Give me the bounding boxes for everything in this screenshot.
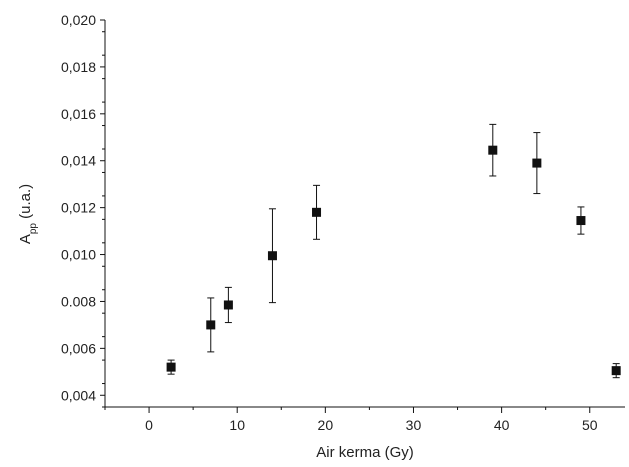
y-tick-label: 0,010 [61, 247, 96, 263]
x-tick-label: 50 [582, 417, 598, 433]
data-point [223, 286, 233, 324]
y-tick-label: 0,006 [61, 340, 96, 356]
y-tick-label: 0,012 [61, 200, 96, 216]
y-tick-label: 0,004 [61, 387, 96, 403]
x-tick-label: 10 [229, 417, 245, 433]
square-marker [312, 207, 322, 217]
y-axis-ticks: 0,004 0,006 0.008 0,010 0,012 0,014 0,016 0,018… [61, 12, 105, 408]
x-tick-label: 0 [145, 417, 153, 433]
square-marker [166, 362, 176, 372]
data-point [488, 123, 498, 177]
data-point [267, 208, 277, 304]
data-points [166, 123, 621, 379]
x-tick-label: 20 [318, 417, 334, 433]
data-point [576, 206, 586, 235]
square-marker [532, 158, 542, 168]
data-point [312, 184, 322, 240]
y-axis-title: App (u.a.) [17, 184, 39, 244]
y-axis-title-sub: pp [28, 223, 39, 235]
x-axis-ticks: 0 10 20 30 40 50 [104, 407, 598, 433]
x-axis-title: Air kerma (Gy) [316, 444, 414, 461]
square-marker [223, 300, 233, 310]
data-point [611, 363, 621, 379]
y-axis-title-unit: (u.a.) [17, 184, 34, 223]
square-marker [576, 216, 586, 226]
square-marker [611, 366, 621, 376]
square-marker [267, 251, 277, 261]
y-axis-title-main: A [17, 234, 34, 244]
y-tick-label: 0,016 [61, 106, 96, 122]
square-marker [206, 320, 216, 330]
x-tick-label: 30 [406, 417, 422, 433]
y-tick-label: 0,020 [61, 12, 96, 28]
y-tick-label: 0.008 [61, 293, 96, 309]
data-point [532, 132, 542, 195]
y-tick-label: 0,018 [61, 59, 96, 75]
square-marker [488, 145, 498, 155]
data-point [166, 359, 176, 375]
x-tick-label: 40 [494, 417, 510, 433]
data-point [206, 297, 216, 353]
y-tick-label: 0,014 [61, 153, 96, 169]
